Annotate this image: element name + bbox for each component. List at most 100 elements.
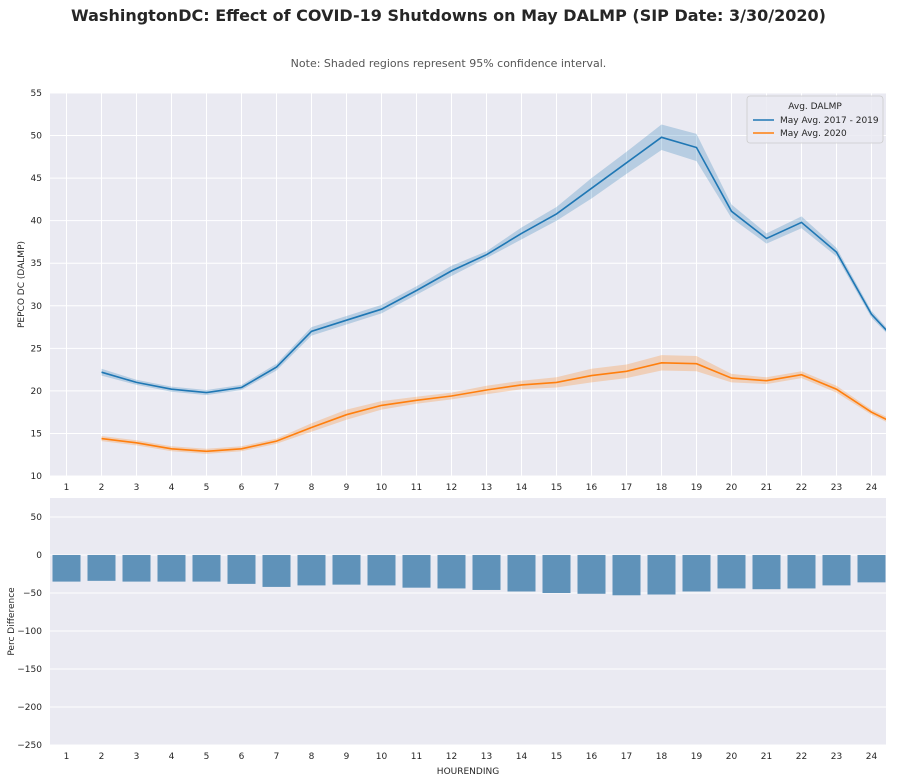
bottom-gridlines — [50, 516, 886, 746]
top-plot-background — [50, 93, 886, 476]
data-point — [730, 377, 732, 379]
bar — [437, 555, 466, 589]
data-point — [170, 388, 172, 390]
x-tick-label: 8 — [309, 752, 315, 762]
x-tick-label: 18 — [656, 752, 668, 762]
data-point — [380, 308, 382, 310]
x-tick-label: 8 — [309, 483, 315, 493]
x-tick-label: 15 — [551, 483, 562, 493]
x-tick-label: 23 — [831, 483, 842, 493]
x-tick-label: 2 — [99, 752, 105, 762]
series-line — [101, 361, 886, 453]
bar — [262, 555, 291, 587]
x-tick-label: 16 — [586, 752, 598, 762]
data-point — [835, 251, 837, 253]
bar — [367, 555, 396, 586]
x-tick-label: 11 — [411, 483, 422, 493]
y-tick-label: 15 — [31, 429, 42, 439]
x-tick-label: 21 — [761, 752, 772, 762]
x-tick-label: 1 — [64, 752, 70, 762]
bar — [87, 555, 116, 581]
data-point — [310, 330, 312, 332]
x-tick-label: 3 — [134, 752, 140, 762]
x-tick-label: 2 — [99, 483, 105, 493]
x-tick-label: 7 — [274, 752, 280, 762]
legend-entry-label: May Avg. 2020 — [780, 129, 847, 139]
data-point — [205, 391, 207, 393]
data-point — [765, 379, 767, 381]
legend-title: Avg. DALMP — [788, 102, 842, 112]
data-point — [888, 332, 890, 334]
x-tick-label: 20 — [726, 483, 738, 493]
data-point — [135, 442, 137, 444]
y-tick-label: 40 — [31, 217, 43, 227]
data-point — [870, 313, 872, 315]
x-tick-label: 7 — [274, 483, 280, 493]
y-tick-label: 55 — [31, 89, 42, 99]
y-tick-label: 10 — [31, 472, 43, 482]
data-point — [100, 437, 102, 439]
x-tick-label: 3 — [134, 483, 140, 493]
data-point — [415, 399, 417, 401]
bar — [647, 555, 676, 595]
x-tick-label: 5 — [204, 752, 210, 762]
x-tick-label: 10 — [376, 483, 388, 493]
x-tick-label: 13 — [481, 752, 492, 762]
bar — [612, 555, 641, 596]
data-point — [170, 448, 172, 450]
x-tick-label: 23 — [831, 752, 842, 762]
x-tick-label: 9 — [344, 752, 350, 762]
y-axis-label: Perc Difference — [7, 587, 17, 656]
bar — [822, 555, 851, 586]
data-point — [310, 426, 312, 428]
x-tick-label: 12 — [446, 483, 457, 493]
x-tick-label: 6 — [239, 752, 245, 762]
x-tick-label: 10 — [376, 752, 388, 762]
data-point — [625, 162, 627, 164]
x-tick-label: 5 — [204, 483, 210, 493]
data-point — [450, 395, 452, 397]
series-may-avg-2017-2019 — [100, 124, 890, 396]
series-may-avg-2020 — [100, 355, 890, 454]
y-tick-label: −100 — [17, 627, 42, 637]
y-tick-label: 45 — [31, 174, 42, 184]
x-tick-label: 17 — [621, 483, 632, 493]
data-point — [415, 289, 417, 291]
data-point — [765, 237, 767, 239]
data-point — [380, 404, 382, 406]
bar — [577, 555, 606, 594]
data-point — [800, 374, 802, 376]
x-tick-label: 13 — [481, 483, 492, 493]
x-tick-label: 19 — [691, 752, 703, 762]
x-tick-label: 21 — [761, 483, 772, 493]
bar — [52, 555, 81, 582]
data-point — [590, 187, 592, 189]
bar — [542, 555, 571, 593]
data-point — [100, 371, 102, 373]
x-tick-label: 11 — [411, 752, 422, 762]
chart-title: WashingtonDC: Effect of COVID-19 Shutdow… — [71, 6, 826, 25]
x-tick-label: 17 — [621, 752, 632, 762]
bar — [227, 555, 256, 584]
data-point — [625, 370, 627, 372]
bar — [402, 555, 431, 588]
bar — [157, 555, 186, 582]
x-tick-label: 6 — [239, 483, 245, 493]
bottom-plot-background — [50, 498, 886, 745]
y-tick-label: 35 — [31, 259, 42, 269]
data-point — [275, 440, 277, 442]
y-tick-label: 0 — [36, 551, 42, 561]
y-axis-label: PEPCO DC (DALMP) — [17, 241, 27, 328]
y-tick-label: 20 — [31, 387, 43, 397]
x-tick-label: 14 — [516, 752, 528, 762]
y-tick-label: −250 — [17, 741, 42, 751]
data-point — [800, 221, 802, 223]
bar — [857, 555, 886, 583]
chart-subtitle: Note: Shaded regions represent 95% confi… — [290, 57, 607, 70]
y-tick-label: 25 — [31, 344, 42, 354]
x-tick-label: 18 — [656, 483, 668, 493]
data-point — [135, 381, 137, 383]
data-point — [888, 419, 890, 421]
x-tick-label: 12 — [446, 752, 457, 762]
